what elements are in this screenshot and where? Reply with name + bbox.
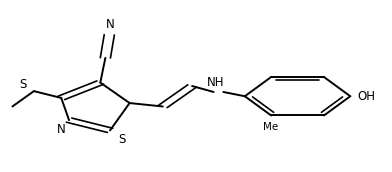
Text: OH: OH xyxy=(358,90,376,103)
Text: S: S xyxy=(19,78,27,91)
Text: NH: NH xyxy=(207,76,225,89)
Text: N: N xyxy=(57,123,65,136)
Text: S: S xyxy=(118,133,125,146)
Text: N: N xyxy=(106,18,114,31)
Text: Me: Me xyxy=(263,122,278,132)
